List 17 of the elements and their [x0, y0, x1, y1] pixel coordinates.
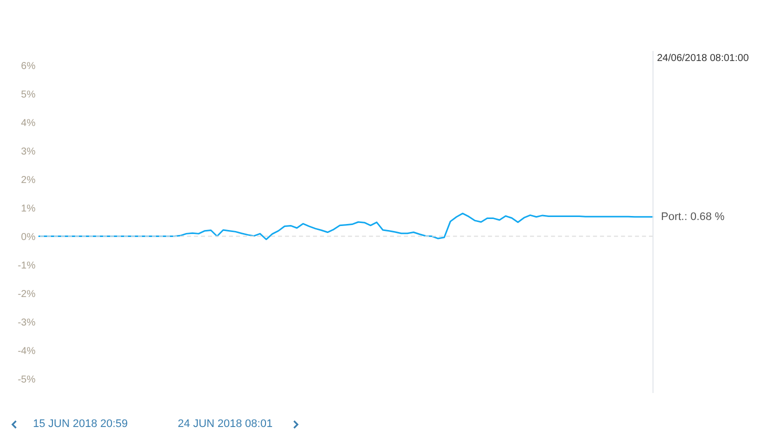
y-tick-label: 0%: [21, 232, 36, 243]
y-tick-label: 1%: [21, 203, 36, 214]
y-tick-label: -5%: [18, 374, 36, 386]
text: 15 JUN 2018 20:59: [33, 418, 128, 430]
line-series: [38, 212, 654, 240]
y-tick-label: 3%: [21, 146, 36, 158]
text: 24/06/2018 08:01:00: [657, 53, 749, 64]
y-tick-label: 2%: [21, 174, 36, 186]
y-tick-label: 5%: [21, 89, 36, 100]
y-tick-label: -2%: [18, 288, 36, 300]
y-tick-label: -3%: [18, 317, 36, 328]
text: Port.: 0.68 %: [661, 210, 725, 223]
text: 24 JUN 2018 08:01: [178, 418, 273, 430]
y-tick-label: 4%: [21, 118, 36, 129]
y-tick-label: -1%: [18, 260, 36, 272]
y-tick-label: -4%: [18, 346, 36, 357]
y-tick-label: 6%: [21, 60, 36, 72]
